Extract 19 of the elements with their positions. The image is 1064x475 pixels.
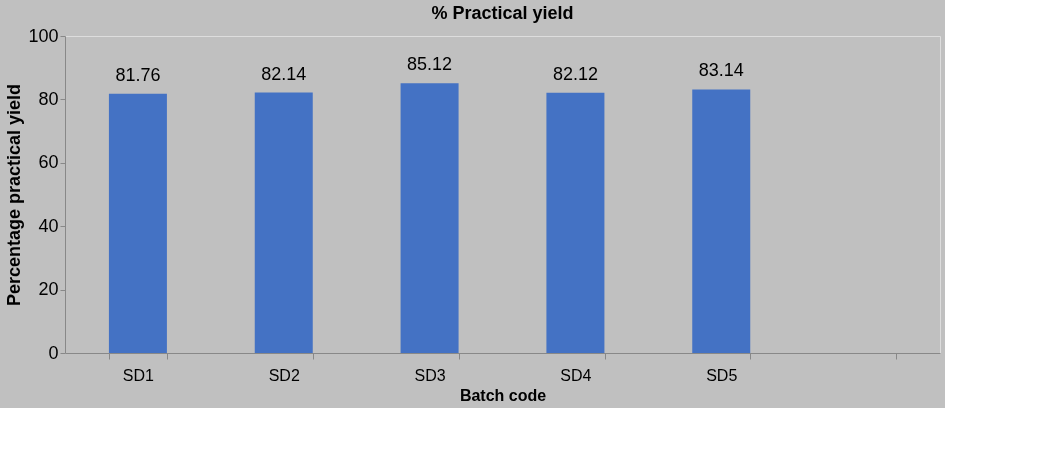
y-tick-label: 100 (28, 25, 59, 46)
y-tick-label: 20 (38, 279, 59, 300)
y-axis-title: Percentage practical yield (4, 83, 25, 307)
data-label: 83.14 (698, 60, 744, 81)
x-tick-label: SD5 (706, 366, 738, 384)
y-tick-label: 40 (38, 215, 59, 236)
chart-title: % Practical yield (431, 3, 574, 23)
data-label: 82.12 (552, 63, 598, 84)
data-label: 81.76 (115, 64, 161, 85)
x-tick-label: SD4 (560, 366, 592, 384)
y-tick-label: 0 (48, 342, 59, 363)
x-tick-label: SD1 (122, 366, 155, 384)
y-tick-label: 80 (38, 88, 59, 109)
x-tick-label: SD2 (268, 366, 300, 384)
y-tick-label: 60 (38, 152, 59, 173)
x-tick-label: SD3 (414, 366, 446, 384)
x-axis-title: Batch code (459, 386, 547, 404)
data-label: 85.12 (407, 54, 453, 75)
data-label: 82.14 (261, 63, 307, 84)
